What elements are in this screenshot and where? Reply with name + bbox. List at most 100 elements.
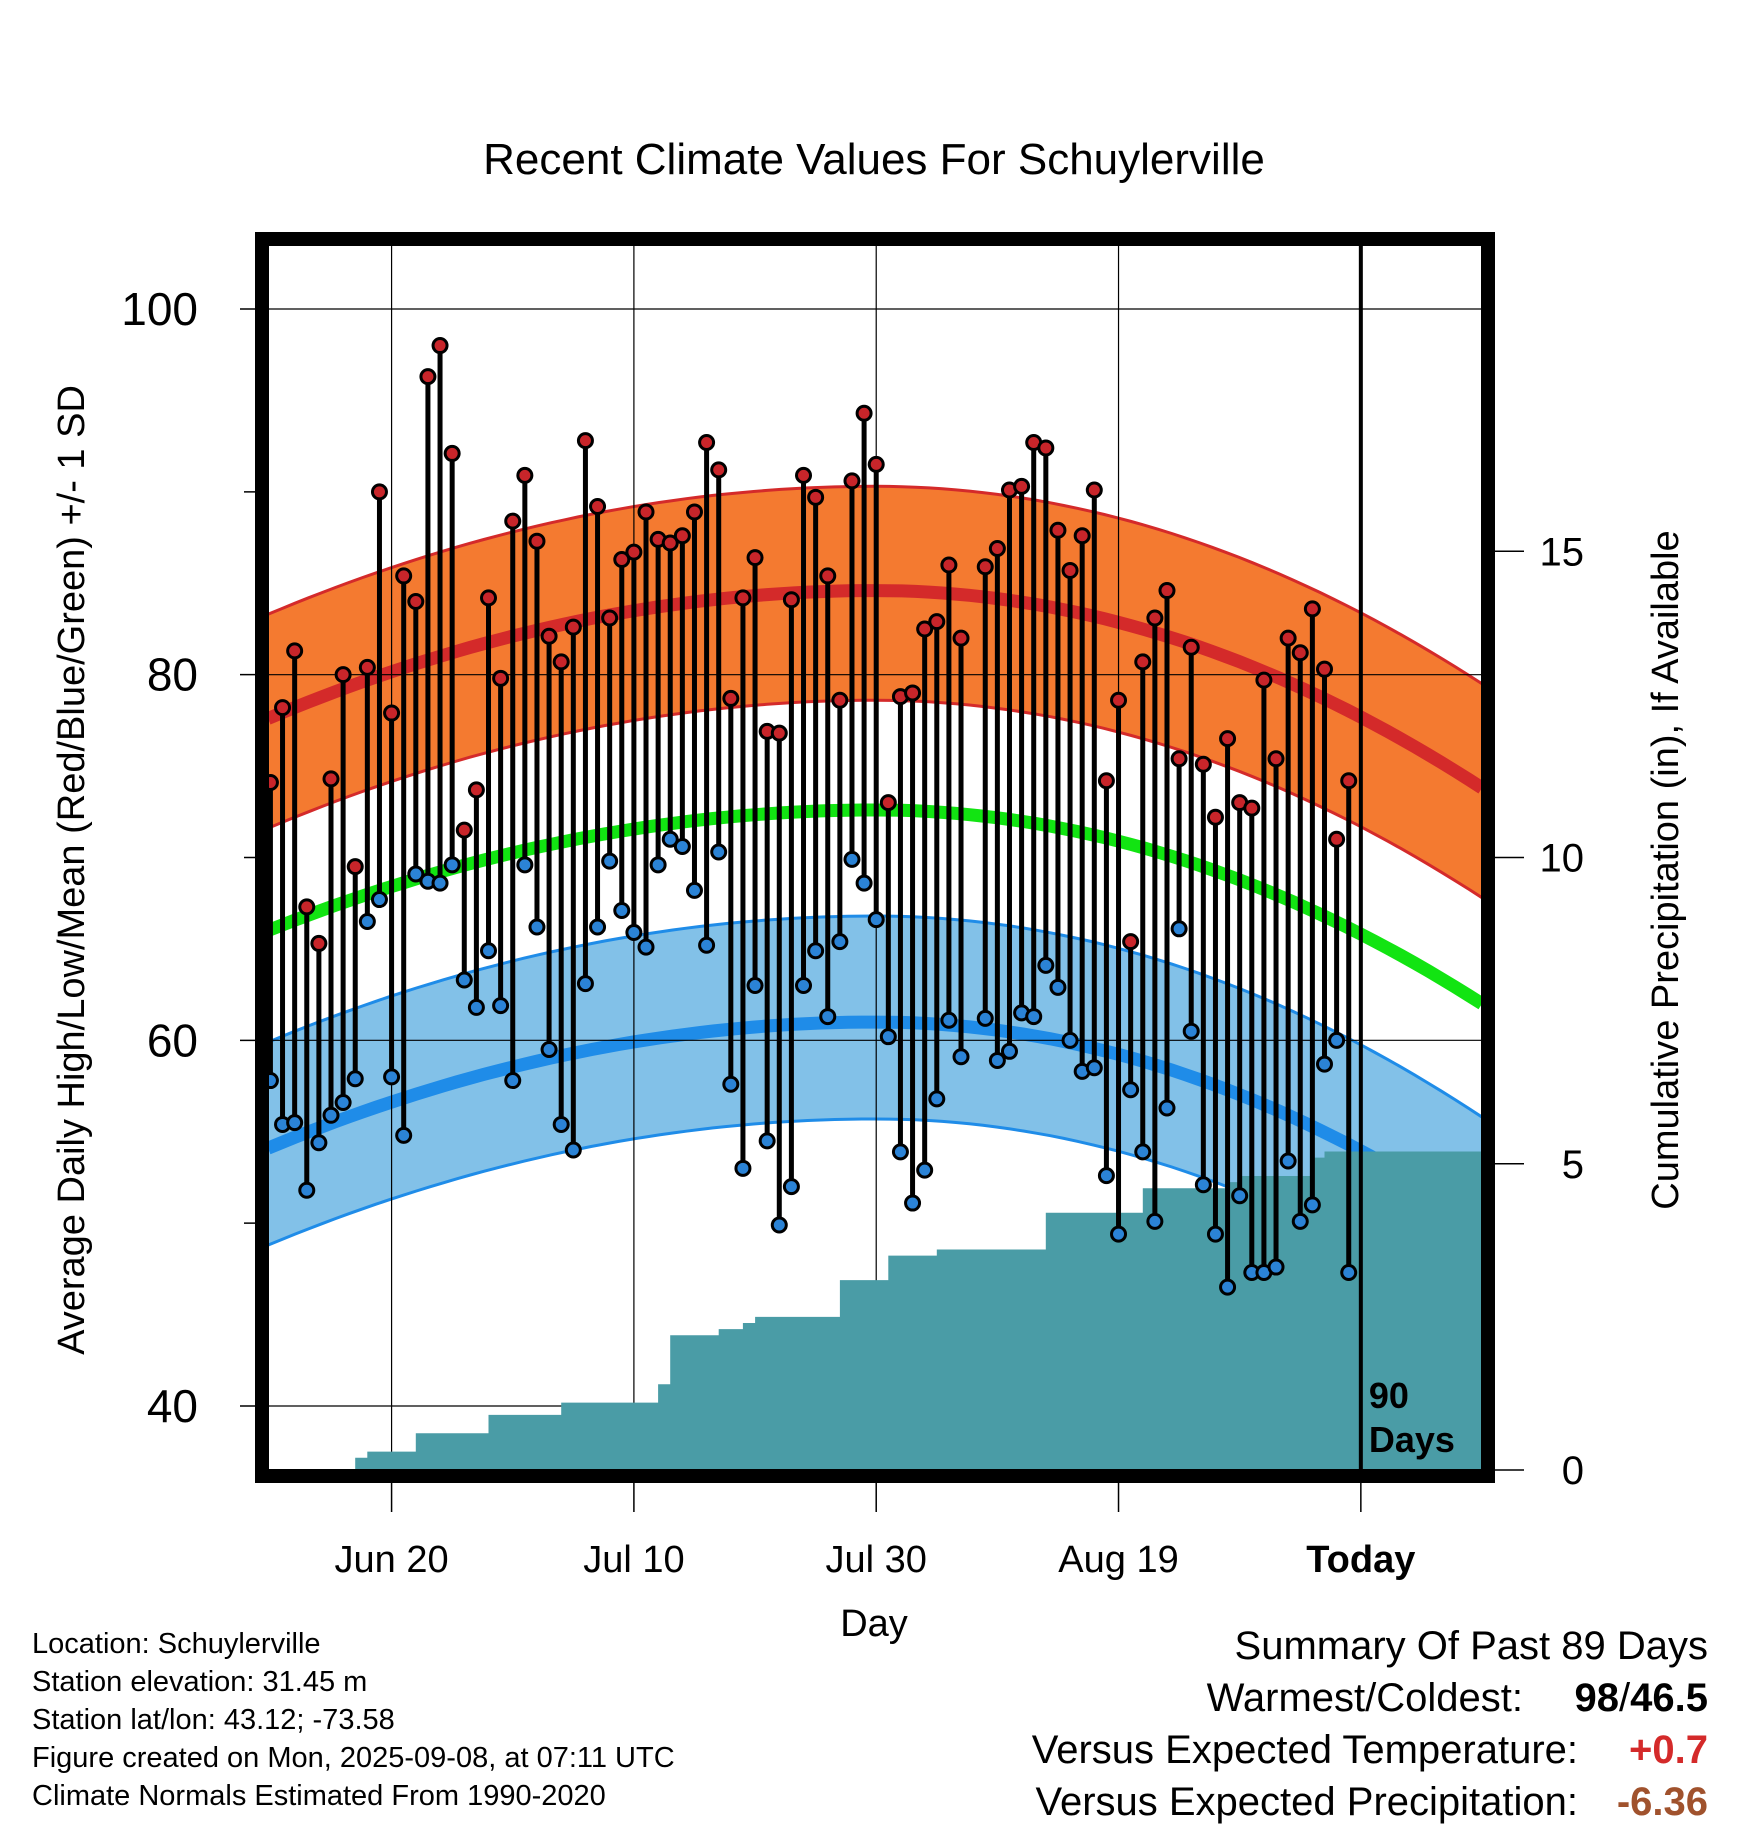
- daily-high-point: [1182, 638, 1200, 656]
- daily-low-point: [916, 1161, 934, 1179]
- daily-high-point: [685, 503, 703, 521]
- y-tick-label-left: 80: [147, 649, 198, 701]
- daily-low-point: [1146, 1212, 1164, 1230]
- daily-low-point: [1049, 978, 1067, 996]
- daily-high-point: [722, 689, 740, 707]
- daily-low-point: [552, 1115, 570, 1133]
- daily-high-point: [564, 618, 582, 636]
- daily-high-point: [504, 512, 522, 530]
- daily-low-point: [722, 1075, 740, 1093]
- daily-high-point: [370, 483, 388, 501]
- daily-high-point: [1049, 521, 1067, 539]
- daily-high-point: [589, 497, 607, 515]
- daily-low-point: [758, 1132, 776, 1150]
- daily-low-point: [698, 936, 716, 954]
- daily-low-point: [904, 1194, 922, 1212]
- warmest-coldest-row: Warmest/Coldest: 98/46.5: [808, 1672, 1708, 1724]
- y-axis-title-right: Cumulative Precipitation (in), If Availa…: [1645, 530, 1687, 1209]
- daily-low-point: [1328, 1031, 1346, 1049]
- daily-low-point: [661, 830, 679, 848]
- daily-low-point: [891, 1143, 909, 1161]
- daily-high-point: [310, 934, 328, 952]
- daily-high-point: [322, 770, 340, 788]
- daily-high-point: [746, 549, 764, 567]
- daily-low-point: [504, 1072, 522, 1090]
- daily-high-point: [1315, 660, 1333, 678]
- temp-anomaly-row: Versus Expected Temperature: +0.7: [808, 1724, 1708, 1776]
- daily-high-point: [1206, 808, 1224, 826]
- y-axis-title-left: Average Daily High/Low/Mean (Red/Blue/Gr…: [51, 385, 93, 1355]
- daily-high-point: [843, 472, 861, 490]
- daily-high-point: [940, 556, 958, 574]
- daily-high-point: [1097, 772, 1115, 790]
- daily-high-point: [770, 724, 788, 742]
- daily-high-point: [1170, 750, 1188, 768]
- y-tick-label-right: 10: [1540, 837, 1585, 881]
- daily-low-point: [383, 1068, 401, 1086]
- daily-low-point: [1037, 956, 1055, 974]
- daily-low-point: [564, 1141, 582, 1159]
- daily-high-point: [976, 558, 994, 576]
- daily-low-point: [1025, 1008, 1043, 1026]
- daily-high-point: [358, 658, 376, 676]
- x-axis-title: Day: [840, 1603, 908, 1645]
- daily-low-point: [952, 1048, 970, 1066]
- daily-high-point: [661, 534, 679, 552]
- daily-high-point: [625, 543, 643, 561]
- daily-high-point: [916, 620, 934, 638]
- daily-low-point: [685, 881, 703, 899]
- daily-high-point: [1085, 481, 1103, 499]
- daily-low-point: [807, 942, 825, 960]
- daily-high-point: [1255, 671, 1273, 689]
- daily-low-point: [370, 891, 388, 909]
- created-text: Figure created on Mon, 2025-09-08, at 07…: [32, 1742, 675, 1774]
- daily-low-point: [734, 1159, 752, 1177]
- chart-title: Recent Climate Values For Schuylerville: [483, 135, 1265, 184]
- daily-low-point: [1303, 1196, 1321, 1214]
- x-tick-label: Jul 30: [826, 1539, 927, 1581]
- daily-low-point: [673, 838, 691, 856]
- warmest-coldest-value: 98/46.5: [1575, 1672, 1708, 1724]
- warmest-coldest-label: Warmest/Coldest:: [1206, 1676, 1523, 1720]
- daily-high-point: [298, 898, 316, 916]
- normal-low-mean-line: [268, 1015, 1482, 1229]
- daily-high-point: [1037, 439, 1055, 457]
- daily-low-point: [268, 1072, 279, 1090]
- daily-low-point: [1085, 1059, 1103, 1077]
- temp-anomaly-label: Versus Expected Temperature:: [1031, 1728, 1578, 1772]
- daily-high-point: [346, 858, 364, 876]
- x-tick-label: Jul 10: [583, 1539, 684, 1581]
- daily-low-point: [1291, 1212, 1309, 1230]
- daily-low-point: [770, 1216, 788, 1234]
- daily-low-point: [1231, 1187, 1249, 1205]
- daily-low-point: [940, 1011, 958, 1029]
- daily-high-point: [1061, 561, 1079, 579]
- daily-low-point: [1110, 1225, 1128, 1243]
- daily-low-point: [1340, 1264, 1358, 1282]
- daily-low-point: [480, 942, 498, 960]
- daily-low-point: [334, 1094, 352, 1111]
- station-info: Location: Schuylerville Station elevatio…: [32, 1625, 675, 1815]
- daily-low-point: [589, 918, 607, 936]
- daily-high-point: [952, 629, 970, 647]
- daily-high-point: [443, 444, 461, 462]
- daily-high-point: [698, 433, 716, 451]
- daily-high-point: [710, 461, 728, 479]
- daily-high-point: [1194, 755, 1212, 773]
- precip-area: [270, 1151, 1482, 1470]
- daily-high-point: [807, 488, 825, 506]
- daily-high-point: [334, 666, 352, 684]
- daily-high-point: [540, 627, 558, 645]
- daily-high-point: [480, 589, 498, 607]
- daily-high-point: [673, 527, 691, 545]
- x-tick-label: Today: [1306, 1539, 1415, 1581]
- daily-low-point: [528, 918, 546, 936]
- daily-high-point: [1267, 750, 1285, 768]
- daily-high-point: [1279, 629, 1297, 647]
- daily-low-point: [1267, 1258, 1285, 1276]
- warmest-coldest-separator: /: [1619, 1676, 1631, 1720]
- y-tick-label-left: 40: [147, 1380, 198, 1432]
